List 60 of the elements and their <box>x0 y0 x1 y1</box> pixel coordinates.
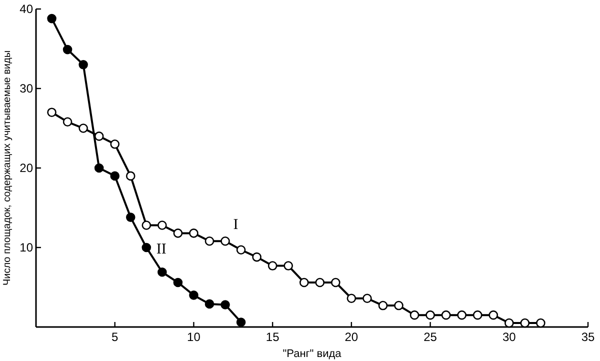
point <box>236 318 246 327</box>
point <box>284 261 293 270</box>
point <box>142 220 152 230</box>
point <box>94 132 104 141</box>
point <box>441 310 451 320</box>
point <box>520 318 530 328</box>
point <box>110 140 120 149</box>
point <box>220 300 230 310</box>
x-tick-label: 35 <box>581 330 595 344</box>
point <box>394 300 404 310</box>
series-label: II <box>156 242 166 258</box>
point <box>299 278 309 288</box>
point <box>173 228 183 238</box>
point <box>126 212 136 222</box>
x-tick-label: 30 <box>502 330 516 344</box>
y-tick-label: 20 <box>20 161 34 175</box>
series-label: I <box>233 217 238 234</box>
y-tick-label: 40 <box>20 2 34 16</box>
point <box>189 290 198 300</box>
x-tick-label: 15 <box>266 330 280 344</box>
point <box>158 267 167 277</box>
point <box>362 294 372 304</box>
point <box>142 242 152 252</box>
point <box>158 220 167 230</box>
point <box>62 44 72 54</box>
point <box>110 171 120 181</box>
point <box>94 163 104 173</box>
point <box>62 117 72 127</box>
y-tick-label: 30 <box>20 82 34 96</box>
x-tick-label: 10 <box>187 330 201 344</box>
point <box>315 278 325 288</box>
point <box>204 236 214 246</box>
point <box>47 108 56 117</box>
y-tick-label: 10 <box>20 240 34 254</box>
point <box>346 294 356 304</box>
point <box>220 236 230 246</box>
point <box>78 60 88 70</box>
point <box>126 171 136 181</box>
point <box>47 14 56 24</box>
point <box>488 310 498 320</box>
point <box>236 245 246 255</box>
x-tick-label: 5 <box>112 330 119 344</box>
y-axis-title: Число площадок, содержащих учитываемые виды <box>2 50 13 286</box>
x-tick-label: 20 <box>344 330 358 344</box>
point <box>189 228 198 238</box>
point <box>472 310 482 320</box>
x-axis-title: "Ранг" вида <box>282 348 342 360</box>
point <box>268 261 278 270</box>
x-tick-label: 25 <box>424 330 438 344</box>
point <box>457 310 466 320</box>
point <box>204 299 214 309</box>
point <box>173 278 183 288</box>
point <box>331 278 340 288</box>
point <box>426 310 435 320</box>
point <box>252 252 262 262</box>
point <box>536 318 546 328</box>
point <box>378 300 388 310</box>
point <box>410 310 420 320</box>
point <box>504 318 514 328</box>
point <box>78 124 88 133</box>
